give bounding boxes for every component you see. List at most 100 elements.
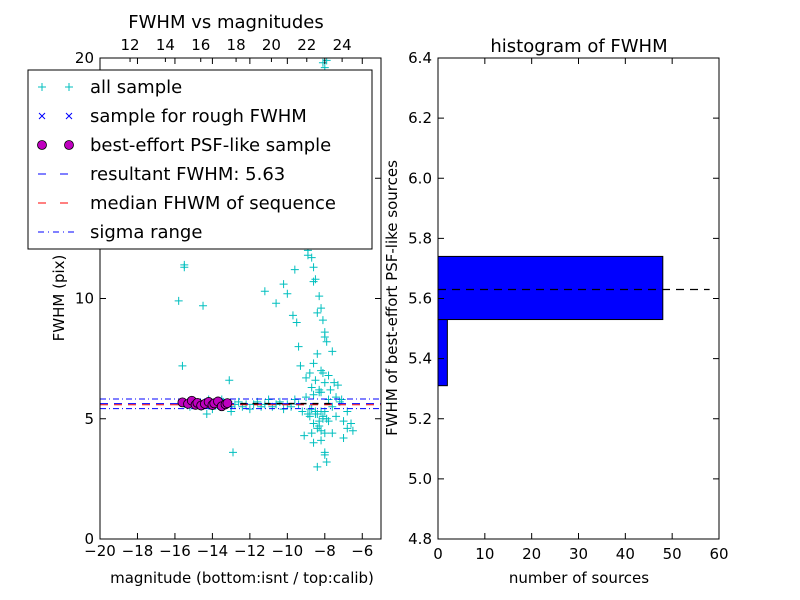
x-tick-label: −6 <box>351 542 373 560</box>
all-sample-point <box>292 318 301 327</box>
y-tick-label: 5 <box>84 410 94 428</box>
top-tick-label: 22 <box>297 36 316 54</box>
all-sample-point <box>283 289 292 298</box>
legend-circle-icon <box>37 140 47 150</box>
hist-y-tick-label: 5.8 <box>408 229 432 247</box>
all-sample-point <box>302 393 311 402</box>
histogram-y-ticks: 4.8 5.0 5.2 5.4 5.6 5.8 6.0 6.2 6.4 <box>408 49 719 548</box>
hist-y-tick-label: 4.8 <box>408 530 432 548</box>
top-tick-label: 18 <box>227 36 246 54</box>
legend-label: median FHWM of sequence <box>90 193 336 214</box>
legend-plus-icon <box>65 83 73 91</box>
all-sample-point <box>332 393 341 402</box>
legend-label: sample for rough FWHM <box>90 106 307 127</box>
all-sample-point <box>320 378 329 387</box>
legend-circle-icon <box>64 140 74 150</box>
top-tick-label: 24 <box>333 36 352 54</box>
all-sample-point <box>202 409 211 418</box>
all-sample-point <box>328 402 337 411</box>
x-tick-label: −10 <box>272 542 304 560</box>
all-sample-point <box>343 424 352 433</box>
scatter-x-axis-label: magnitude (bottom:isnt / top:calib) <box>110 569 374 587</box>
all-sample-point <box>313 349 322 358</box>
hist-x-tick-label: 30 <box>569 545 588 563</box>
hist-y-tick-label: 5.4 <box>408 350 432 368</box>
hist-y-tick-label: 5.6 <box>408 290 432 308</box>
hist-y-tick-label: 6.4 <box>408 49 432 67</box>
all-sample-point <box>296 361 305 370</box>
all-sample-point <box>315 417 324 426</box>
hist-x-tick-label: 0 <box>433 545 443 563</box>
scatter-bottom-ticks: −20 −18 −16 −14 −12 −10 −8 −6 <box>84 58 373 560</box>
scatter-y-axis-label: FWHM (pix) <box>50 255 68 342</box>
all-sample-point <box>324 371 333 380</box>
histogram-plot-area <box>437 255 710 387</box>
all-sample-point <box>309 277 318 286</box>
all-sample-point <box>320 450 329 459</box>
all-sample-point <box>288 311 297 320</box>
all-sample-point <box>275 397 284 406</box>
hist-y-tick-label: 6.0 <box>408 169 432 187</box>
psf-sample-point <box>222 398 233 409</box>
all-sample-point <box>290 265 299 274</box>
hist-x-tick-label: 60 <box>709 545 728 563</box>
all-sample-point <box>309 263 318 272</box>
y-tick-label: 20 <box>75 49 94 67</box>
x-tick-label: −8 <box>314 542 336 560</box>
all-sample-point <box>318 369 327 378</box>
hist-x-tick-label: 20 <box>522 545 541 563</box>
all-sample-point <box>302 373 311 382</box>
hist-x-tick-label: 40 <box>616 545 635 563</box>
legend-label: sigma range <box>90 222 202 243</box>
all-sample-point <box>309 419 318 428</box>
legend-box <box>27 69 373 250</box>
all-sample-point <box>313 462 322 471</box>
all-sample-point <box>347 419 356 428</box>
x-tick-label: −16 <box>159 542 191 560</box>
all-sample-point <box>317 436 326 445</box>
all-sample-point <box>305 369 314 378</box>
all-sample-point <box>313 308 322 317</box>
all-sample-point <box>320 429 329 438</box>
top-tick-label: 20 <box>262 36 281 54</box>
x-tick-label: −18 <box>122 542 154 560</box>
top-tick-label: 16 <box>191 36 210 54</box>
legend-label: resultant FWHM: 5.63 <box>90 164 285 185</box>
all-sample-point <box>174 296 183 305</box>
all-sample-point <box>315 292 324 301</box>
x-tick-label: −14 <box>197 542 229 560</box>
hist-y-tick-label: 5.0 <box>408 470 432 488</box>
all-sample-point <box>320 332 329 341</box>
all-sample-point <box>309 438 318 447</box>
all-sample-point <box>178 361 187 370</box>
all-sample-point <box>225 376 234 385</box>
all-sample-point <box>317 304 326 313</box>
x-tick-label: −20 <box>84 542 116 560</box>
all-sample-point <box>300 431 309 440</box>
all-sample-point <box>332 412 341 421</box>
scatter-top-ticks: 12 14 16 18 20 22 24 <box>120 36 352 62</box>
histogram-y-axis-label: FWHM of best-effort PSF-like sources <box>383 160 401 436</box>
y-tick-label: 0 <box>84 530 94 548</box>
legend: all sample sample for rough FWHM best-effo… <box>27 69 373 250</box>
x-tick-label: −12 <box>234 542 266 560</box>
top-tick-label: 12 <box>120 36 139 54</box>
histogram-panel: 0 10 20 30 40 50 60 4.8 5.0 5.2 5.4 5.6 5.8 6.0 6.2 6.… <box>383 36 729 587</box>
all-sample-point <box>303 409 312 418</box>
all-sample-point <box>322 337 331 346</box>
histogram-bar <box>437 319 448 387</box>
histogram-title: histogram of FWHM <box>490 36 667 57</box>
all-sample-point <box>229 448 238 457</box>
all-sample-point <box>318 316 327 325</box>
histogram-bar <box>437 255 664 321</box>
all-sample-point <box>322 458 331 467</box>
all-sample-point <box>279 280 288 289</box>
legend-plus-icon <box>38 83 46 91</box>
all-sample-point <box>326 385 335 394</box>
legend-cross-icon <box>65 112 73 120</box>
top-tick-label: 14 <box>156 36 175 54</box>
all-sample-point <box>328 347 337 356</box>
histogram-x-axis-label: number of sources <box>509 569 649 587</box>
legend-label: best-effort PSF-like sample <box>90 135 331 156</box>
hist-y-tick-label: 6.2 <box>408 109 432 127</box>
